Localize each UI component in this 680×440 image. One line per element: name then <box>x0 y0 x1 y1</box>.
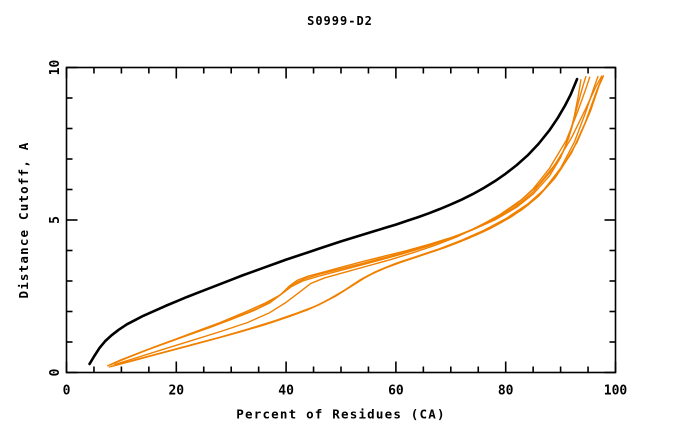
x-tick-label-100: 100 <box>604 384 628 399</box>
page-title: S0999-D2 <box>307 14 373 28</box>
series-model-4 <box>108 75 599 368</box>
plot-frame <box>65 66 617 374</box>
x-tick-label-20: 20 <box>168 384 184 399</box>
y-tick-label-0: 0 <box>48 368 63 376</box>
x-tick-label-60: 60 <box>388 384 404 399</box>
axes-box <box>65 66 617 374</box>
x-tick-label-40: 40 <box>278 384 294 399</box>
y-tick-label-5: 5 <box>48 216 63 224</box>
series-model-7 <box>114 75 603 366</box>
series-model-5 <box>110 75 604 368</box>
curves-layer <box>88 75 605 368</box>
series-reference <box>88 77 579 366</box>
x-tick-label-80: 80 <box>498 384 514 399</box>
series-model-1 <box>106 79 582 367</box>
x-axis-title: Percent of Residues (CA) <box>236 407 445 422</box>
y-tick-label-10: 10 <box>48 60 63 76</box>
x-tick-label-0: 0 <box>63 384 71 399</box>
axis-labels: 0 20 40 60 80 100 0 5 10 Percent of Residues (CA)… <box>16 60 627 422</box>
series-model-3 <box>112 76 591 365</box>
series-model-2 <box>109 75 587 366</box>
y-axis-title: Distance Cutoff, A <box>16 141 31 298</box>
series-model-6 <box>115 75 605 366</box>
